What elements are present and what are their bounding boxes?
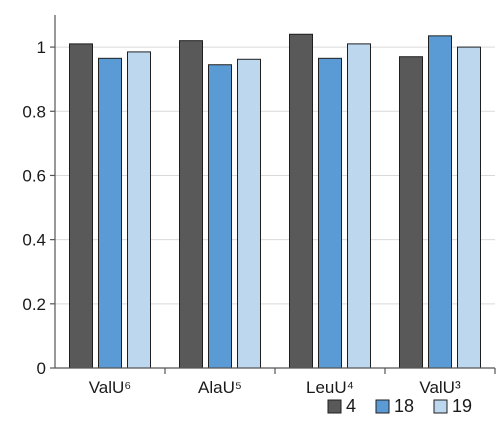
y-tick-label: 0: [37, 359, 46, 378]
axes: [50, 15, 496, 374]
y-tick-labels: 0 0.2 0.4 0.6 0.8 1: [22, 38, 46, 378]
bar-series-4: [399, 56, 423, 369]
legend-swatch-4: [327, 399, 342, 414]
bar-series-19: [347, 43, 371, 369]
bars: [69, 33, 481, 369]
bar-series-19: [127, 51, 151, 369]
bar-series-19: [237, 58, 261, 369]
y-tick-label: 1: [37, 38, 46, 57]
legend-swatch-18: [375, 399, 390, 414]
bar-series-4: [179, 40, 203, 369]
legend-label-19: 19: [452, 396, 472, 416]
bar-series-18: [318, 57, 342, 369]
bar-series-18: [208, 64, 232, 369]
y-tick-label: 0.8: [22, 102, 46, 121]
legend-swatch-19: [433, 399, 448, 414]
legend-label-4: 4: [346, 396, 356, 416]
legend-label-18: 18: [394, 396, 414, 416]
y-tick-label: 0.4: [22, 231, 46, 250]
x-category-label: AlaU⁵: [198, 378, 242, 397]
x-category-label: ValU³: [419, 378, 461, 397]
legend: 4 18 19: [327, 396, 472, 416]
bar-series-18: [428, 35, 452, 369]
y-tick-label: 0.6: [22, 166, 46, 185]
x-category-labels: ValU⁶ AlaU⁵ LeuU⁴ ValU³: [89, 378, 461, 397]
bar-series-19: [457, 46, 481, 369]
y-tick-label: 0.2: [22, 295, 46, 314]
bar-series-18: [98, 57, 122, 369]
x-category-label: LeuU⁴: [306, 378, 354, 397]
x-category-label: ValU⁶: [89, 378, 132, 397]
bar-series-4: [69, 43, 93, 369]
bar-series-4: [289, 33, 313, 369]
